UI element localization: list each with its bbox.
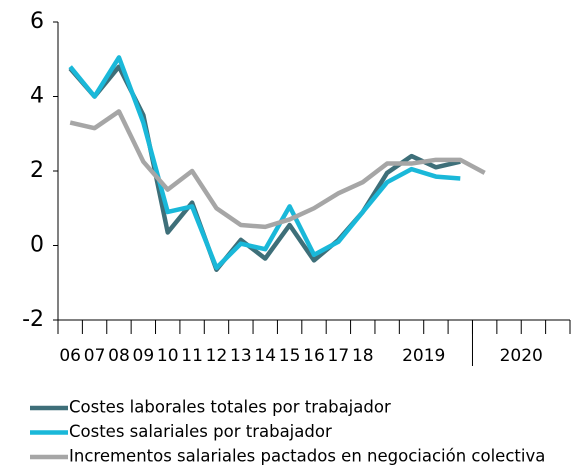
x-tick-label: 07 — [84, 346, 106, 366]
legend-label: Costes salariales por trabajador — [69, 422, 332, 441]
x-tick-label: 13 — [230, 346, 252, 366]
series-line — [69, 109, 486, 230]
x-tick-label: 08 — [108, 346, 130, 366]
y-tick-label: 0 — [30, 233, 44, 258]
x-tick-label: 14 — [254, 346, 276, 366]
y-tick-label: 4 — [30, 84, 44, 109]
y-tick-label: 6 — [30, 9, 44, 34]
legend-label: Incrementos salariales pactados en negoc… — [69, 447, 545, 466]
x-tick-label: 11 — [181, 346, 203, 366]
x-tick-label: 16 — [303, 346, 325, 366]
legend-label: Costes laborales totales por trabajador — [69, 398, 391, 417]
x-tick-label: 15 — [279, 346, 301, 366]
x-tick-label: 10 — [157, 346, 179, 366]
y-tick-label: 2 — [30, 158, 44, 183]
x-tick-label: 17 — [328, 346, 350, 366]
x-tick-label: 12 — [206, 346, 228, 366]
x-tick-label: 09 — [133, 346, 155, 366]
y-tick-label: -2 — [22, 307, 44, 332]
x-tick-label: 18 — [352, 346, 374, 366]
group-label: 2020 — [500, 346, 543, 366]
group-label: 2019 — [402, 346, 445, 366]
series-line — [68, 55, 461, 271]
series-line — [68, 64, 461, 272]
x-tick-label: 06 — [59, 346, 81, 366]
